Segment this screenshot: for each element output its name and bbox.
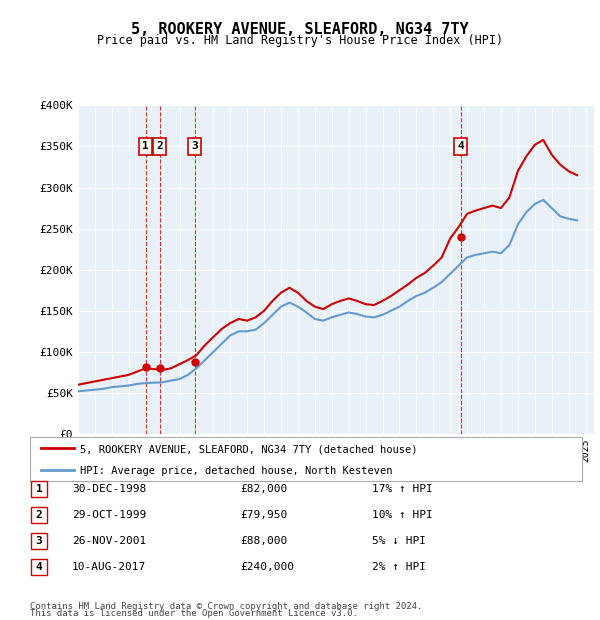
- Text: 1: 1: [35, 484, 43, 494]
- Text: 2: 2: [35, 510, 43, 520]
- Text: 4: 4: [35, 562, 43, 572]
- Text: 5, ROOKERY AVENUE, SLEAFORD, NG34 7TY (detached house): 5, ROOKERY AVENUE, SLEAFORD, NG34 7TY (d…: [80, 445, 417, 454]
- Text: 5% ↓ HPI: 5% ↓ HPI: [372, 536, 426, 546]
- Text: Contains HM Land Registry data © Crown copyright and database right 2024.: Contains HM Land Registry data © Crown c…: [30, 602, 422, 611]
- FancyBboxPatch shape: [30, 437, 582, 480]
- Text: 3: 3: [35, 536, 43, 546]
- Text: 5, ROOKERY AVENUE, SLEAFORD, NG34 7TY: 5, ROOKERY AVENUE, SLEAFORD, NG34 7TY: [131, 22, 469, 37]
- Text: 10-AUG-2017: 10-AUG-2017: [72, 562, 146, 572]
- Text: £240,000: £240,000: [240, 562, 294, 572]
- Text: 26-NOV-2001: 26-NOV-2001: [72, 536, 146, 546]
- FancyBboxPatch shape: [31, 533, 47, 549]
- Text: 17% ↑ HPI: 17% ↑ HPI: [372, 484, 433, 494]
- Text: 10% ↑ HPI: 10% ↑ HPI: [372, 510, 433, 520]
- Text: 30-DEC-1998: 30-DEC-1998: [72, 484, 146, 494]
- Text: This data is licensed under the Open Government Licence v3.0.: This data is licensed under the Open Gov…: [30, 609, 358, 618]
- Text: 2% ↑ HPI: 2% ↑ HPI: [372, 562, 426, 572]
- Text: 1: 1: [142, 141, 149, 151]
- Text: 2: 2: [157, 141, 163, 151]
- FancyBboxPatch shape: [31, 507, 47, 523]
- Text: £88,000: £88,000: [240, 536, 287, 546]
- FancyBboxPatch shape: [31, 481, 47, 497]
- Text: £82,000: £82,000: [240, 484, 287, 494]
- FancyBboxPatch shape: [31, 559, 47, 575]
- Text: £79,950: £79,950: [240, 510, 287, 520]
- Text: 3: 3: [191, 141, 198, 151]
- Text: 4: 4: [457, 141, 464, 151]
- Text: Price paid vs. HM Land Registry's House Price Index (HPI): Price paid vs. HM Land Registry's House …: [97, 34, 503, 47]
- Text: 29-OCT-1999: 29-OCT-1999: [72, 510, 146, 520]
- Text: HPI: Average price, detached house, North Kesteven: HPI: Average price, detached house, Nort…: [80, 466, 392, 476]
